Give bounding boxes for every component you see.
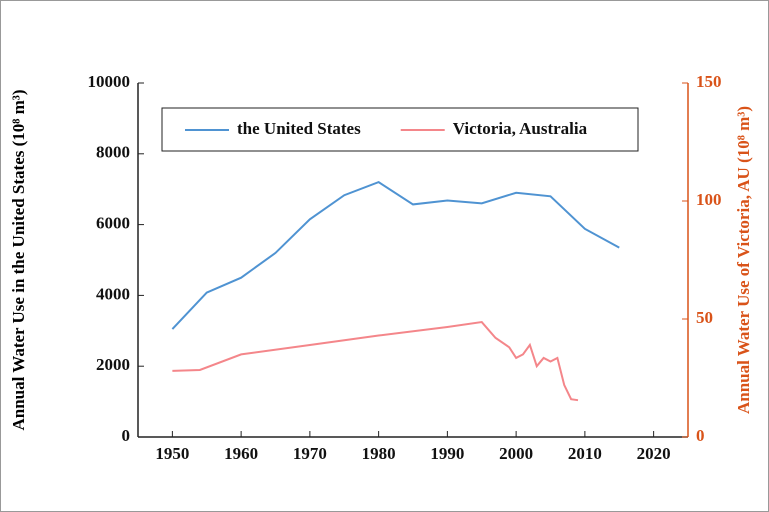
- x-tick-label: 1970: [293, 444, 327, 463]
- y2-axis-label: Annual Water Use of Victoria, AU (10⁸ m³…: [734, 106, 753, 414]
- x-tick-label: 2000: [499, 444, 533, 463]
- y-tick-label: 6000: [96, 214, 130, 233]
- y2-tick-label: 50: [696, 308, 713, 327]
- y2-tick-label: 150: [696, 72, 722, 91]
- y2-tick-label: 0: [696, 426, 705, 445]
- x-tick-label: 2020: [637, 444, 671, 463]
- legend-box: [161, 107, 639, 152]
- x-tick-label: 1950: [155, 444, 189, 463]
- legend-label: Victoria, Australia: [453, 119, 588, 138]
- y-tick-label: 2000: [96, 355, 130, 374]
- x-tick-label: 1980: [362, 444, 396, 463]
- x-tick-label: 1960: [224, 444, 258, 463]
- y-tick-label: 4000: [96, 284, 130, 303]
- y-tick-label: 10000: [88, 72, 131, 91]
- series-line: [172, 321, 579, 402]
- legend-label: the United States: [237, 119, 361, 138]
- x-tick-label: 1990: [430, 444, 464, 463]
- y2-tick-label: 100: [696, 190, 722, 209]
- x-tick-label: 2010: [568, 444, 602, 463]
- legend: the United States Victoria, Australia: [161, 107, 639, 152]
- series-line: [171, 181, 620, 330]
- y-tick-label: 8000: [96, 143, 130, 162]
- y-tick-label: 0: [122, 426, 131, 445]
- y-axis-label: Annual Water Use in the United States (1…: [9, 89, 28, 430]
